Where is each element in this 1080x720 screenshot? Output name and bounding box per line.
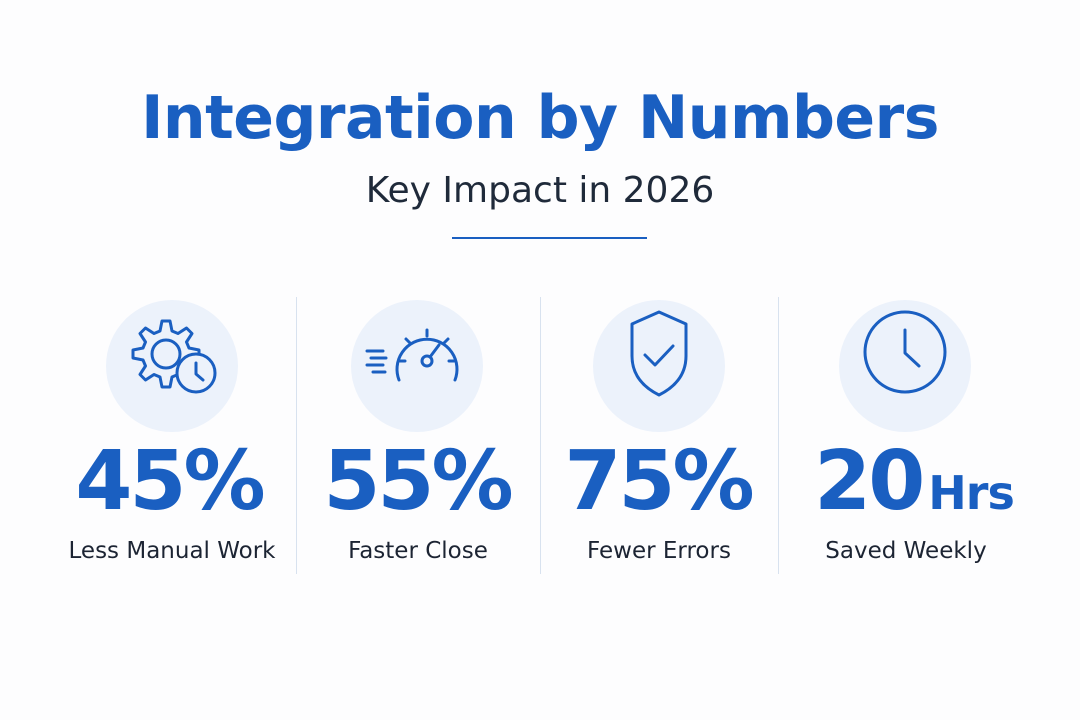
stat-label: Fewer Errors bbox=[587, 538, 731, 564]
shield-check-icon bbox=[630, 310, 688, 397]
title-underline bbox=[452, 237, 647, 239]
stat-value: 20 Hrs bbox=[814, 434, 1015, 529]
stat-value: 55% bbox=[323, 434, 513, 529]
gear-clock-icon bbox=[131, 319, 217, 394]
stat-label: Faster Close bbox=[348, 538, 488, 564]
icon-badge bbox=[839, 300, 971, 432]
icon-badge bbox=[593, 300, 725, 432]
page-subtitle: Key Impact in 2026 bbox=[365, 170, 715, 211]
stat-value: 75% bbox=[564, 434, 754, 529]
speedometer-icon bbox=[365, 328, 459, 382]
stat-label: Less Manual Work bbox=[68, 538, 276, 564]
stat-value: 45% bbox=[75, 434, 265, 529]
icon-badge bbox=[351, 300, 483, 432]
column-divider bbox=[540, 297, 541, 574]
clock-icon bbox=[863, 310, 947, 394]
page-title: Integration by Numbers bbox=[141, 83, 939, 153]
icon-badge bbox=[106, 300, 238, 432]
stat-label: Saved Weekly bbox=[825, 538, 987, 564]
column-divider bbox=[296, 297, 297, 574]
column-divider bbox=[778, 297, 779, 574]
